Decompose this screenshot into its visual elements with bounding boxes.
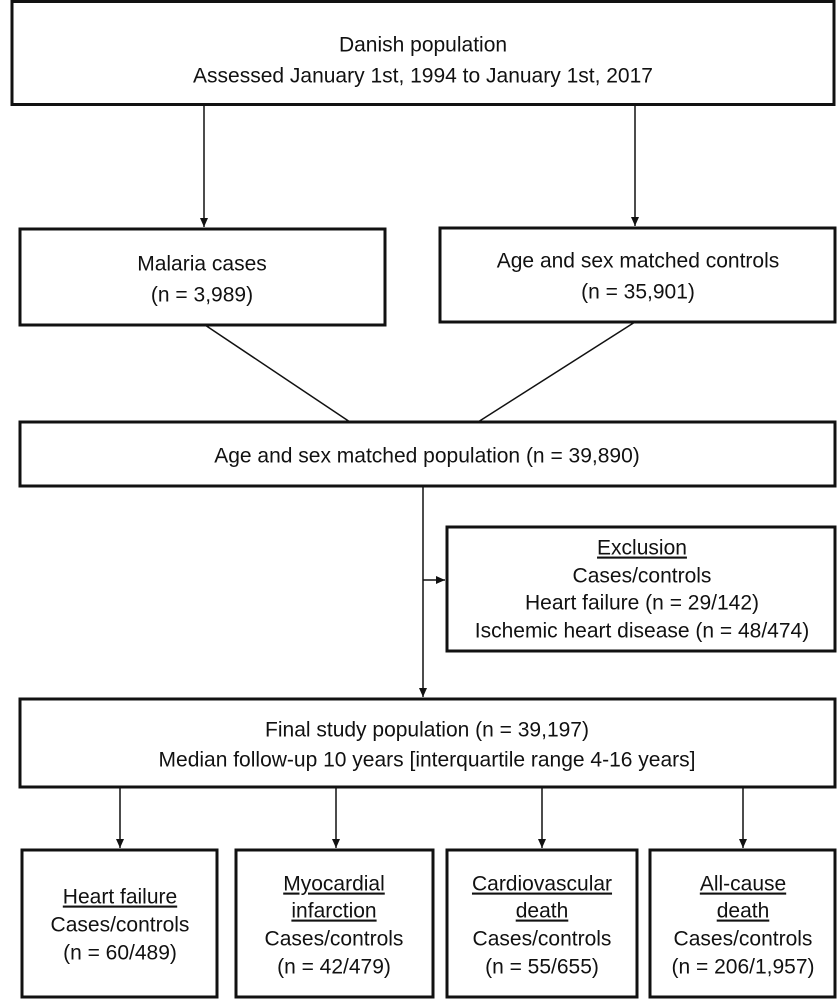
node-text: Cases/controls [51, 914, 190, 937]
box [18, 420, 837, 488]
node-text: Median follow-up 10 years [interquartile… [159, 749, 696, 772]
node-text: Cases/controls [265, 928, 404, 951]
node-title: Cardiovascular [472, 873, 612, 896]
node-title: death [717, 900, 770, 923]
box [438, 226, 837, 324]
node-text: Cases/controls [473, 928, 612, 951]
node-text: Final study population (n = 39,197) [265, 719, 589, 742]
node-text: Ischemic heart disease (n = 48/474) [475, 620, 809, 643]
node-text: (n = 42/479) [277, 956, 391, 979]
node-text: Danish population [339, 34, 507, 57]
box [18, 227, 387, 327]
node-text: (n = 3,989) [151, 284, 253, 307]
node-text: (n = 55/655) [485, 956, 599, 979]
node-text: Age and sex matched controls [497, 250, 780, 273]
node-text: Malaria cases [137, 253, 267, 276]
node-title: Exclusion [597, 537, 687, 560]
node-text: (n = 206/1,957) [671, 956, 814, 979]
node-title: infarction [291, 900, 376, 923]
box [20, 848, 219, 999]
node-text: (n = 35,901) [581, 281, 695, 304]
node-text: Cases/controls [573, 565, 712, 588]
box [445, 848, 639, 999]
box [648, 848, 837, 999]
connector [477, 321, 636, 423]
box [10, 0, 836, 106]
box [18, 697, 837, 789]
box [445, 525, 837, 653]
connectors [116, 105, 747, 848]
node-title: All-cause [700, 873, 786, 896]
node-text: (n = 60/489) [63, 942, 177, 965]
node-text: Assessed January 1st, 1994 to January 1s… [193, 65, 653, 88]
node-text: Age and sex matched population (n = 39,8… [214, 445, 640, 468]
node-title: death [516, 900, 569, 923]
node-title: Heart failure [63, 886, 177, 909]
node-text: Cases/controls [674, 928, 813, 951]
box [234, 848, 435, 999]
node-title: Myocardial [283, 873, 385, 896]
node-text: Heart failure (n = 29/142) [525, 592, 759, 615]
connector [204, 324, 351, 423]
